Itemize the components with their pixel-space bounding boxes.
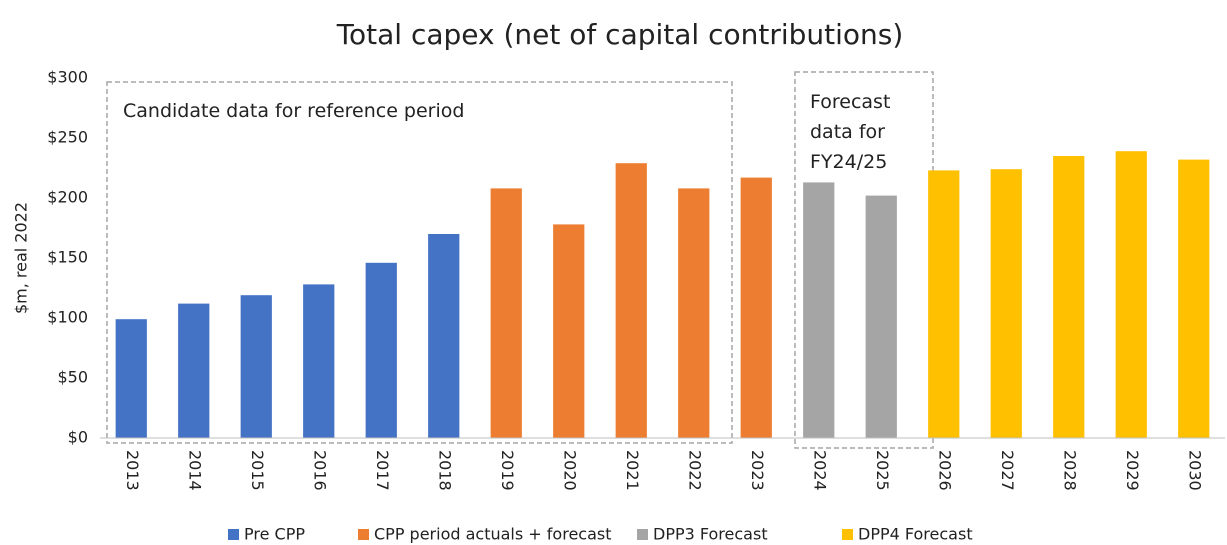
legend-label: DPP3 Forecast — [653, 525, 768, 544]
bar — [365, 262, 397, 438]
y-tick-label: $250 — [47, 128, 88, 147]
x-tick-label: 2025 — [873, 450, 892, 491]
annotation: data for — [810, 121, 885, 143]
annotation: Candidate data for reference period — [123, 100, 464, 122]
x-tick-label: 2019 — [498, 450, 517, 491]
x-tick-label: 2016 — [310, 450, 329, 491]
x-tick-label: 2022 — [685, 450, 704, 491]
x-tick-label: 2021 — [623, 450, 642, 491]
legend-label: CPP period actuals + forecast — [374, 525, 612, 544]
y-tick-label: $50 — [57, 368, 88, 387]
legend-swatch — [842, 529, 853, 540]
legend-swatch — [228, 529, 239, 540]
x-tick-label: 2028 — [1060, 450, 1079, 491]
bar — [428, 234, 460, 438]
bar — [553, 224, 585, 438]
x-tick-label: 2023 — [748, 450, 767, 491]
bar — [1053, 156, 1085, 438]
y-tick-label: $200 — [47, 188, 88, 207]
y-tick-label: $150 — [47, 248, 88, 267]
x-tick-label: 2013 — [123, 450, 142, 491]
annotation-box — [794, 71, 934, 449]
x-tick-label: 2024 — [810, 450, 829, 491]
y-tick-label: $0 — [68, 428, 88, 447]
x-tick-label: 2017 — [373, 450, 392, 491]
x-tick-label: 2020 — [560, 450, 579, 491]
bar — [803, 182, 835, 438]
legend-label: DPP4 Forecast — [858, 525, 973, 544]
bar — [1115, 151, 1147, 438]
bar — [490, 188, 522, 438]
legend-swatch — [637, 529, 648, 540]
bar — [678, 188, 710, 438]
y-tick-label: $100 — [47, 308, 88, 327]
legend-swatch — [358, 529, 369, 540]
chart-title: Total capex (net of capital contribution… — [336, 18, 904, 51]
x-tick-label: 2015 — [248, 450, 267, 491]
bar — [303, 284, 335, 438]
x-tick-label: 2026 — [935, 450, 954, 491]
legend-label: Pre CPP — [244, 525, 305, 544]
bar — [115, 319, 147, 438]
y-tick-label: $300 — [47, 68, 88, 87]
x-tick-label: 2018 — [435, 450, 454, 491]
x-tick-label: 2014 — [185, 450, 204, 491]
bar — [740, 177, 772, 438]
bar — [178, 303, 210, 438]
annotation-box — [106, 81, 733, 444]
y-axis-label: $m, real 2022 — [12, 202, 31, 314]
bar — [865, 195, 897, 438]
bar — [240, 295, 272, 438]
bar — [1178, 159, 1210, 438]
bar — [928, 170, 960, 438]
bar — [990, 169, 1022, 438]
x-tick-label: 2030 — [1185, 450, 1204, 491]
annotation: Forecast — [810, 91, 890, 113]
x-tick-label: 2027 — [998, 450, 1017, 491]
annotation: FY24/25 — [810, 151, 887, 173]
x-tick-label: 2029 — [1123, 450, 1142, 491]
bar — [615, 163, 647, 438]
